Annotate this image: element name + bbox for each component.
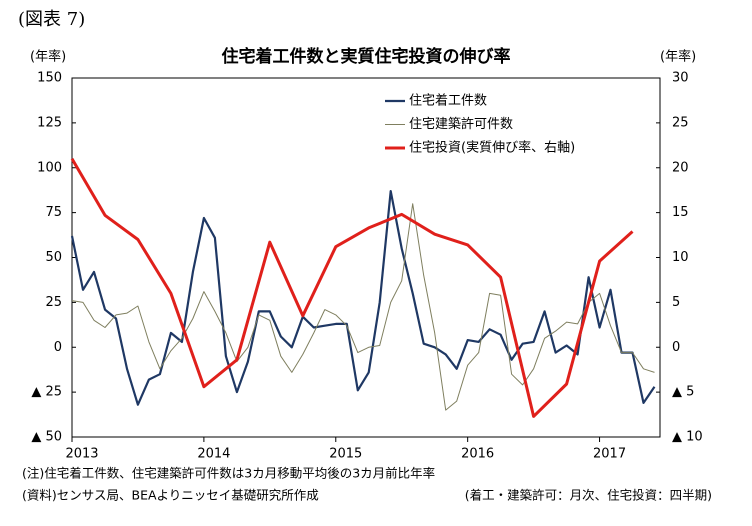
y-tick-label: 125 — [37, 115, 62, 130]
y-tick-label: 100 — [37, 160, 62, 175]
series-line — [71, 203, 655, 411]
y2-tick-label: 15 — [672, 205, 689, 220]
note-right: (着工・建築許可：月次、住宅投資：四半期) — [465, 488, 712, 503]
x-tick-label: 2014 — [197, 447, 230, 462]
y-axis-label: (年率) — [30, 49, 66, 65]
y-tick-label: 75 — [45, 205, 62, 220]
y2-tick-label: ▲ 5 — [672, 385, 694, 400]
legend-label: 住宅建築許可件数 — [409, 117, 513, 132]
y2-tick-label: 5 — [672, 295, 680, 310]
series-line — [70, 190, 656, 406]
x-tick-label: 2015 — [329, 447, 362, 462]
x-tick-label: 2013 — [65, 447, 98, 462]
source: (資料)センサス局、BEAよりニッセイ基礎研究所作成 — [22, 488, 319, 503]
y2-tick-label: 0 — [672, 340, 680, 355]
y2-axis-label: (年率) — [660, 49, 696, 65]
x-tick-label: 2016 — [461, 447, 494, 462]
y-tick-label: ▲ 50 — [31, 430, 62, 445]
y-tick-label: 50 — [45, 250, 62, 265]
y-tick-label: 0 — [54, 340, 62, 355]
y2-tick-label: 30 — [672, 71, 689, 86]
note: (注)住宅着工件数、住宅建築許可件数は3カ月移動平均後の3カ月前比年率 — [22, 466, 435, 481]
plot-frame — [71, 77, 661, 438]
y-tick-label: 25 — [45, 295, 62, 310]
y2-tick-label: 20 — [672, 160, 689, 175]
y2-tick-label: 10 — [672, 250, 689, 265]
x-tick-label: 2017 — [593, 447, 626, 462]
figure-label: (図表 7) — [18, 9, 85, 30]
chart-title: 住宅着工件数と実質住宅投資の伸び率 — [222, 46, 511, 67]
y2-tick-label: 25 — [672, 115, 689, 130]
y-tick-label: 150 — [37, 71, 62, 86]
legend-label: 住宅投資(実質伸び率、右軸) — [409, 140, 575, 156]
series-line — [70, 158, 634, 418]
y2-tick-label: ▲ 10 — [672, 430, 703, 445]
legend-label: 住宅着工件数 — [409, 93, 487, 109]
y-tick-label: ▲ 25 — [31, 385, 62, 400]
